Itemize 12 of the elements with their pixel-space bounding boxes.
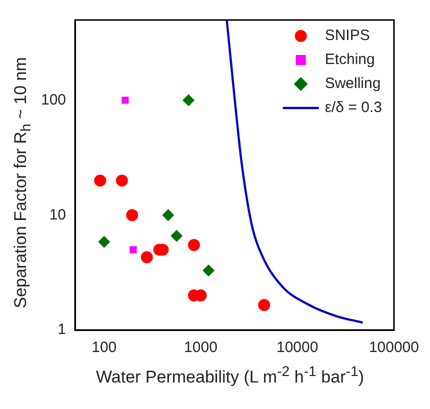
legend-label: SNIPS <box>324 27 370 44</box>
y-tick-label: 100 <box>40 91 66 108</box>
x-tick-label: 10000 <box>276 339 318 356</box>
y-tick-label: 10 <box>49 206 66 224</box>
x-tick-label: 100000 <box>368 339 420 356</box>
x-tick-label: 1000 <box>184 339 218 356</box>
legend-label: Swelling <box>324 75 381 92</box>
y-tick-label: 1 <box>58 321 66 338</box>
legend-label: ε/δ = 0.3 <box>324 99 382 116</box>
x-tick-label: 100 <box>92 339 117 356</box>
legend-label: Etching <box>324 51 375 68</box>
x-axis-title: Water Permeability (L m$^{-2}$ h$^{-1}$ bar$^{-1}$) <box>95 364 365 388</box>
